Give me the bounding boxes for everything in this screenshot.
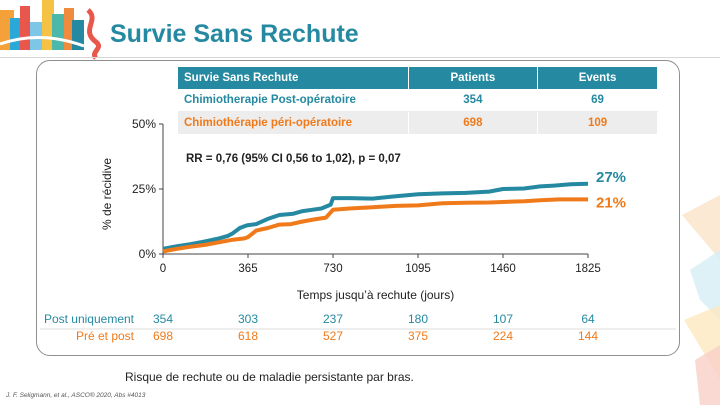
chart-panel <box>36 60 680 356</box>
table-header-patients: Patients <box>408 67 539 89</box>
x-tick-label: 1095 <box>405 263 431 275</box>
y-tick-label: 50% <box>132 117 156 131</box>
x-tick-label: 0 <box>160 263 166 275</box>
end-label-post: 27% <box>596 169 626 186</box>
figure-note: Risque de rechute ou de maladie persista… <box>125 370 414 384</box>
citation: J. F. Seligmann, et al., ASCO® 2020, Abs… <box>6 392 146 399</box>
x-axis-label: Temps jusqu’à rechute (jours) <box>297 288 454 302</box>
y-tick-label: 25% <box>132 182 156 196</box>
at-risk-value: 527 <box>323 329 343 343</box>
table-header-events: Events <box>537 67 658 89</box>
series-line-peri <box>162 197 588 254</box>
at-risk-value: 107 <box>493 312 513 326</box>
at-risk-value: 180 <box>408 312 428 326</box>
x-tick-label: 1825 <box>575 263 601 275</box>
table-row: Chimiothérapie péri-opératoire 698 109 <box>178 111 658 134</box>
at-risk-value: 224 <box>493 329 513 343</box>
series-line-post <box>162 181 589 251</box>
table-header-label: Survie Sans Rechute <box>178 67 409 89</box>
end-label-peri: 21% <box>596 194 626 211</box>
at-risk-value: 375 <box>408 329 428 343</box>
at-risk-value: 237 <box>323 312 343 326</box>
at-risk-label-peri: Pré et post <box>76 329 135 343</box>
row-patients-peri: 698 <box>408 111 539 134</box>
y-tick-label: 0% <box>139 247 157 261</box>
x-tick-label: 365 <box>238 263 257 275</box>
table-header-row: Survie Sans Rechute Patients Events <box>178 67 658 89</box>
rr-annotation: RR = 0,76 (95% CI 0,56 to 1,02), p = 0,0… <box>186 153 401 165</box>
row-label-post: Chimiotherapie Post-opératoire <box>178 89 409 112</box>
slide-title: Survie Sans Rechute <box>110 20 359 48</box>
x-tick-label: 730 <box>323 263 342 275</box>
y-axis-label: % de récidive <box>100 158 114 230</box>
at-risk-label-post: Post uniquement <box>44 312 135 326</box>
at-risk-value: 64 <box>581 312 595 326</box>
decorative-banner-art <box>0 0 101 60</box>
row-label-peri: Chimiothérapie péri-opératoire <box>178 111 409 134</box>
at-risk-value: 698 <box>153 329 173 343</box>
row-events-post: 69 <box>537 89 658 112</box>
title-divider <box>0 57 720 58</box>
table-row: Chimiotherapie Post-opératoire 354 69 <box>178 89 658 112</box>
at-risk-value: 354 <box>153 312 173 326</box>
row-patients-post: 354 <box>408 89 539 112</box>
at-risk-value: 144 <box>578 329 598 343</box>
at-risk-value: 303 <box>238 312 258 326</box>
row-events-peri: 109 <box>537 111 658 134</box>
summary-table: Survie Sans Rechute Patients Events Chim… <box>178 67 658 134</box>
at-risk-value: 618 <box>238 329 258 343</box>
x-tick-label: 1460 <box>490 263 516 275</box>
